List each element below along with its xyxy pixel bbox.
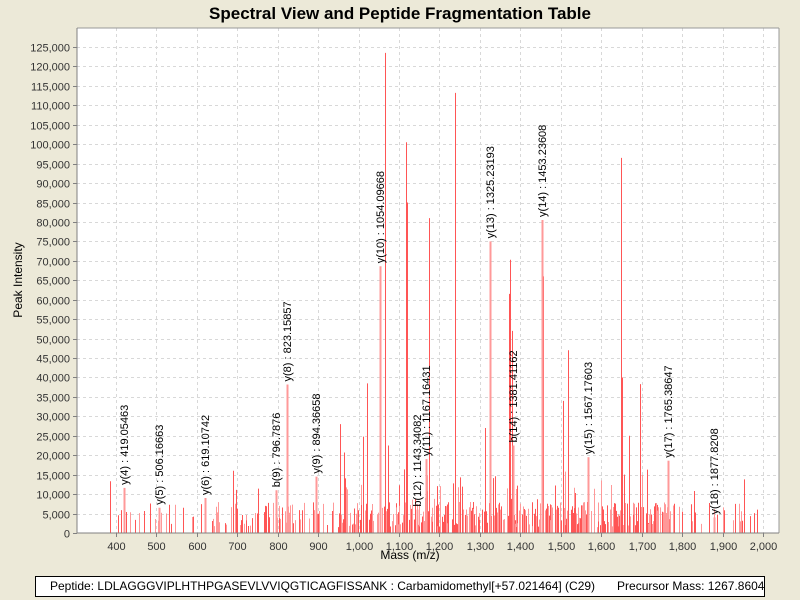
y-tick-label: 100,000 (30, 140, 70, 152)
x-tick-label: 1,400 (507, 541, 535, 553)
y-tick-label: 0 (64, 529, 70, 541)
x-tick-label: 600 (188, 541, 206, 553)
x-tick-label: 1,000 (346, 541, 374, 553)
y-tick-label: 95,000 (36, 160, 70, 172)
peak-annotation: y(9) : 894.36658 (311, 394, 323, 474)
y-tick-label: 85,000 (36, 199, 70, 211)
modification-text: Carbamidomethyl[+57.021464] (C29) (397, 579, 596, 593)
x-tick-label: 1,800 (669, 541, 697, 553)
x-tick-label: 2,000 (750, 541, 778, 553)
peak-annotation: y(13) : 1325.23193 (485, 146, 497, 238)
peaks-layer (110, 52, 758, 533)
y-tick-label: 35,000 (36, 393, 70, 405)
peak-annotation: y(4) : 419.05463 (119, 405, 131, 485)
y-axis-ticks: 0 5,000 10,000 15,000 20,000 25,000 30,000 35,0… (30, 43, 77, 541)
x-tick-label: 1,700 (629, 541, 657, 553)
peak-annotation: b(12) : 1143.34082 (412, 415, 424, 507)
x-tick-label: 800 (269, 541, 287, 553)
y-tick-label: 50,000 (36, 335, 70, 347)
y-tick-label: 20,000 (36, 451, 70, 463)
y-tick-label: 60,000 (36, 296, 70, 308)
y-tick-label: 40,000 (36, 373, 70, 385)
x-tick-label: 700 (228, 541, 246, 553)
peak-annotation: y(10) : 1054.09668 (375, 171, 387, 263)
y-tick-label: 10,000 (36, 490, 70, 502)
y-tick-label: 25,000 (36, 432, 70, 444)
y-tick-label: 105,000 (30, 121, 70, 133)
x-tick-label: 1,100 (386, 541, 414, 553)
peak-annotation: y(8) : 823.15857 (282, 301, 294, 381)
x-tick-label: 1,300 (467, 541, 495, 553)
x-axis-ticks: 400 500 600 700 800 900 1,000 1,100 1,200 1,300 1,… (107, 533, 777, 553)
x-tick-label: 1,900 (710, 541, 738, 553)
peak-annotation: y(15) : 1567.17603 (583, 362, 595, 454)
peak-annotation: y(14) : 1453.23608 (537, 125, 549, 217)
peak-annotation: y(5) : 506.16663 (154, 425, 166, 505)
y-tick-label: 70,000 (36, 257, 70, 269)
y-tick-label: 75,000 (36, 237, 70, 249)
y-tick-label: 65,000 (36, 276, 70, 288)
y-tick-label: 55,000 (36, 315, 70, 327)
peak-annotation: y(11) : 1167.16431 (421, 365, 433, 456)
y-tick-label: 30,000 (36, 412, 70, 424)
y-tick-label: 115,000 (31, 82, 70, 94)
x-tick-label: 500 (147, 541, 165, 553)
x-axis-label: Mass (m/z) (380, 548, 439, 562)
x-tick-label: 1,500 (548, 541, 576, 553)
peak-annotation: b(14) : 1381.41162 (508, 350, 520, 442)
x-tick-label: 1,200 (426, 541, 454, 553)
peptide-info-box: Peptide: LDLAGGGVIPLHTHPGASEVLVVIQGTICAG… (35, 576, 765, 597)
y-tick-label: 90,000 (36, 179, 70, 191)
y-tick-label: 80,000 (36, 218, 70, 230)
y-tick-label: 45,000 (36, 354, 70, 366)
peptide-label: Peptide: (50, 579, 95, 593)
peak-annotation: y(17) : 1765.38647 (663, 365, 675, 457)
y-tick-label: 125,000 (30, 43, 70, 55)
precursor-label: Precursor Mass: (617, 579, 705, 593)
y-tick-label: 120,000 (30, 62, 70, 74)
peptide-sequence: LDLAGGGVIPLHTHPGASEVLVVIQGTICAGFISSANK (97, 579, 388, 593)
peak-annotation: y(6) : 619.10742 (200, 415, 212, 495)
annotations-layer: y(4) : 419.05463 y(5) : 506.16663 y(6) : 6… (119, 125, 721, 515)
chart-title: Spectral View and Peptide Fragmentation … (209, 4, 591, 23)
y-tick-label: 15,000 (36, 471, 70, 483)
x-tick-label: 1,600 (588, 541, 616, 553)
peak-annotation: y(18) : 1877.8208 (709, 428, 721, 514)
y-tick-label: 110,000 (31, 101, 70, 113)
x-tick-label: 900 (309, 541, 327, 553)
x-tick-label: 400 (107, 541, 125, 553)
y-tick-label: 5,000 (42, 510, 70, 522)
y-axis-label: Peak Intensity (11, 242, 25, 317)
peak-annotation: b(9) : 796.7876 (271, 413, 283, 488)
precursor-mass: 1267.8604 (707, 579, 765, 593)
